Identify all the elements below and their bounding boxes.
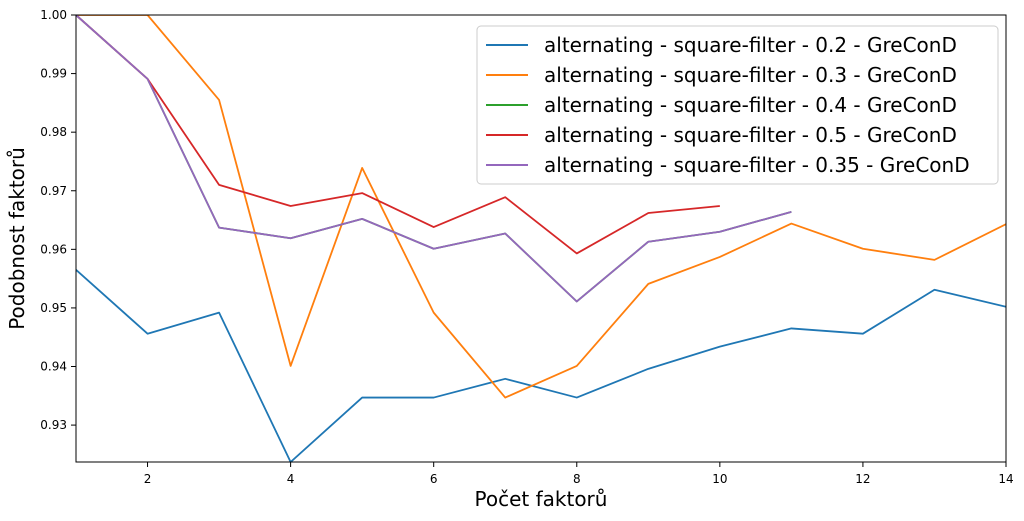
y-axis: 0.93 0.94 0.95 0.96 0.97 0.98 0.99 1.00 (40, 8, 76, 432)
legend-label: alternating - square-filter - 0.3 - GreC… (544, 63, 957, 87)
x-tick-label: 2 (144, 472, 152, 486)
legend: alternating - square-filter - 0.2 - GreC… (476, 25, 999, 185)
legend-label: alternating - square-filter - 0.35 - Gre… (544, 153, 970, 177)
x-tick-label: 6 (430, 472, 438, 486)
y-tick-label: 0.93 (40, 418, 67, 432)
x-tick-label: 10 (712, 472, 727, 486)
x-tick-label: 14 (998, 472, 1013, 486)
legend-label: alternating - square-filter - 0.5 - GreC… (544, 123, 957, 147)
y-tick-label: 0.95 (40, 301, 67, 315)
x-axis-title: Počet faktorů (475, 487, 608, 511)
legend-label: alternating - square-filter - 0.4 - GreC… (544, 93, 957, 117)
series-line-2 (76, 15, 1006, 399)
series-line-1 (76, 269, 1006, 462)
x-tick-label: 12 (855, 472, 870, 486)
legend-label: alternating - square-filter - 0.2 - GreC… (544, 33, 957, 57)
series-line-4 (76, 15, 720, 255)
y-axis-title: Podobnost faktorů (5, 147, 29, 330)
x-axis: 2 4 6 8 10 12 14 (144, 462, 1014, 486)
y-tick-label: 0.99 (40, 67, 67, 81)
x-tick-label: 8 (573, 472, 581, 486)
y-tick-label: 1.00 (40, 8, 67, 22)
y-tick-label: 0.94 (40, 360, 67, 374)
x-tick-label: 4 (287, 472, 295, 486)
y-tick-label: 0.98 (40, 125, 67, 139)
y-tick-label: 0.97 (40, 184, 67, 198)
legend-box (476, 25, 999, 185)
series-line-5 (76, 15, 792, 303)
y-tick-label: 0.96 (40, 242, 67, 256)
plot-area-frame (75, 14, 1007, 463)
series-layer (76, 15, 1006, 462)
